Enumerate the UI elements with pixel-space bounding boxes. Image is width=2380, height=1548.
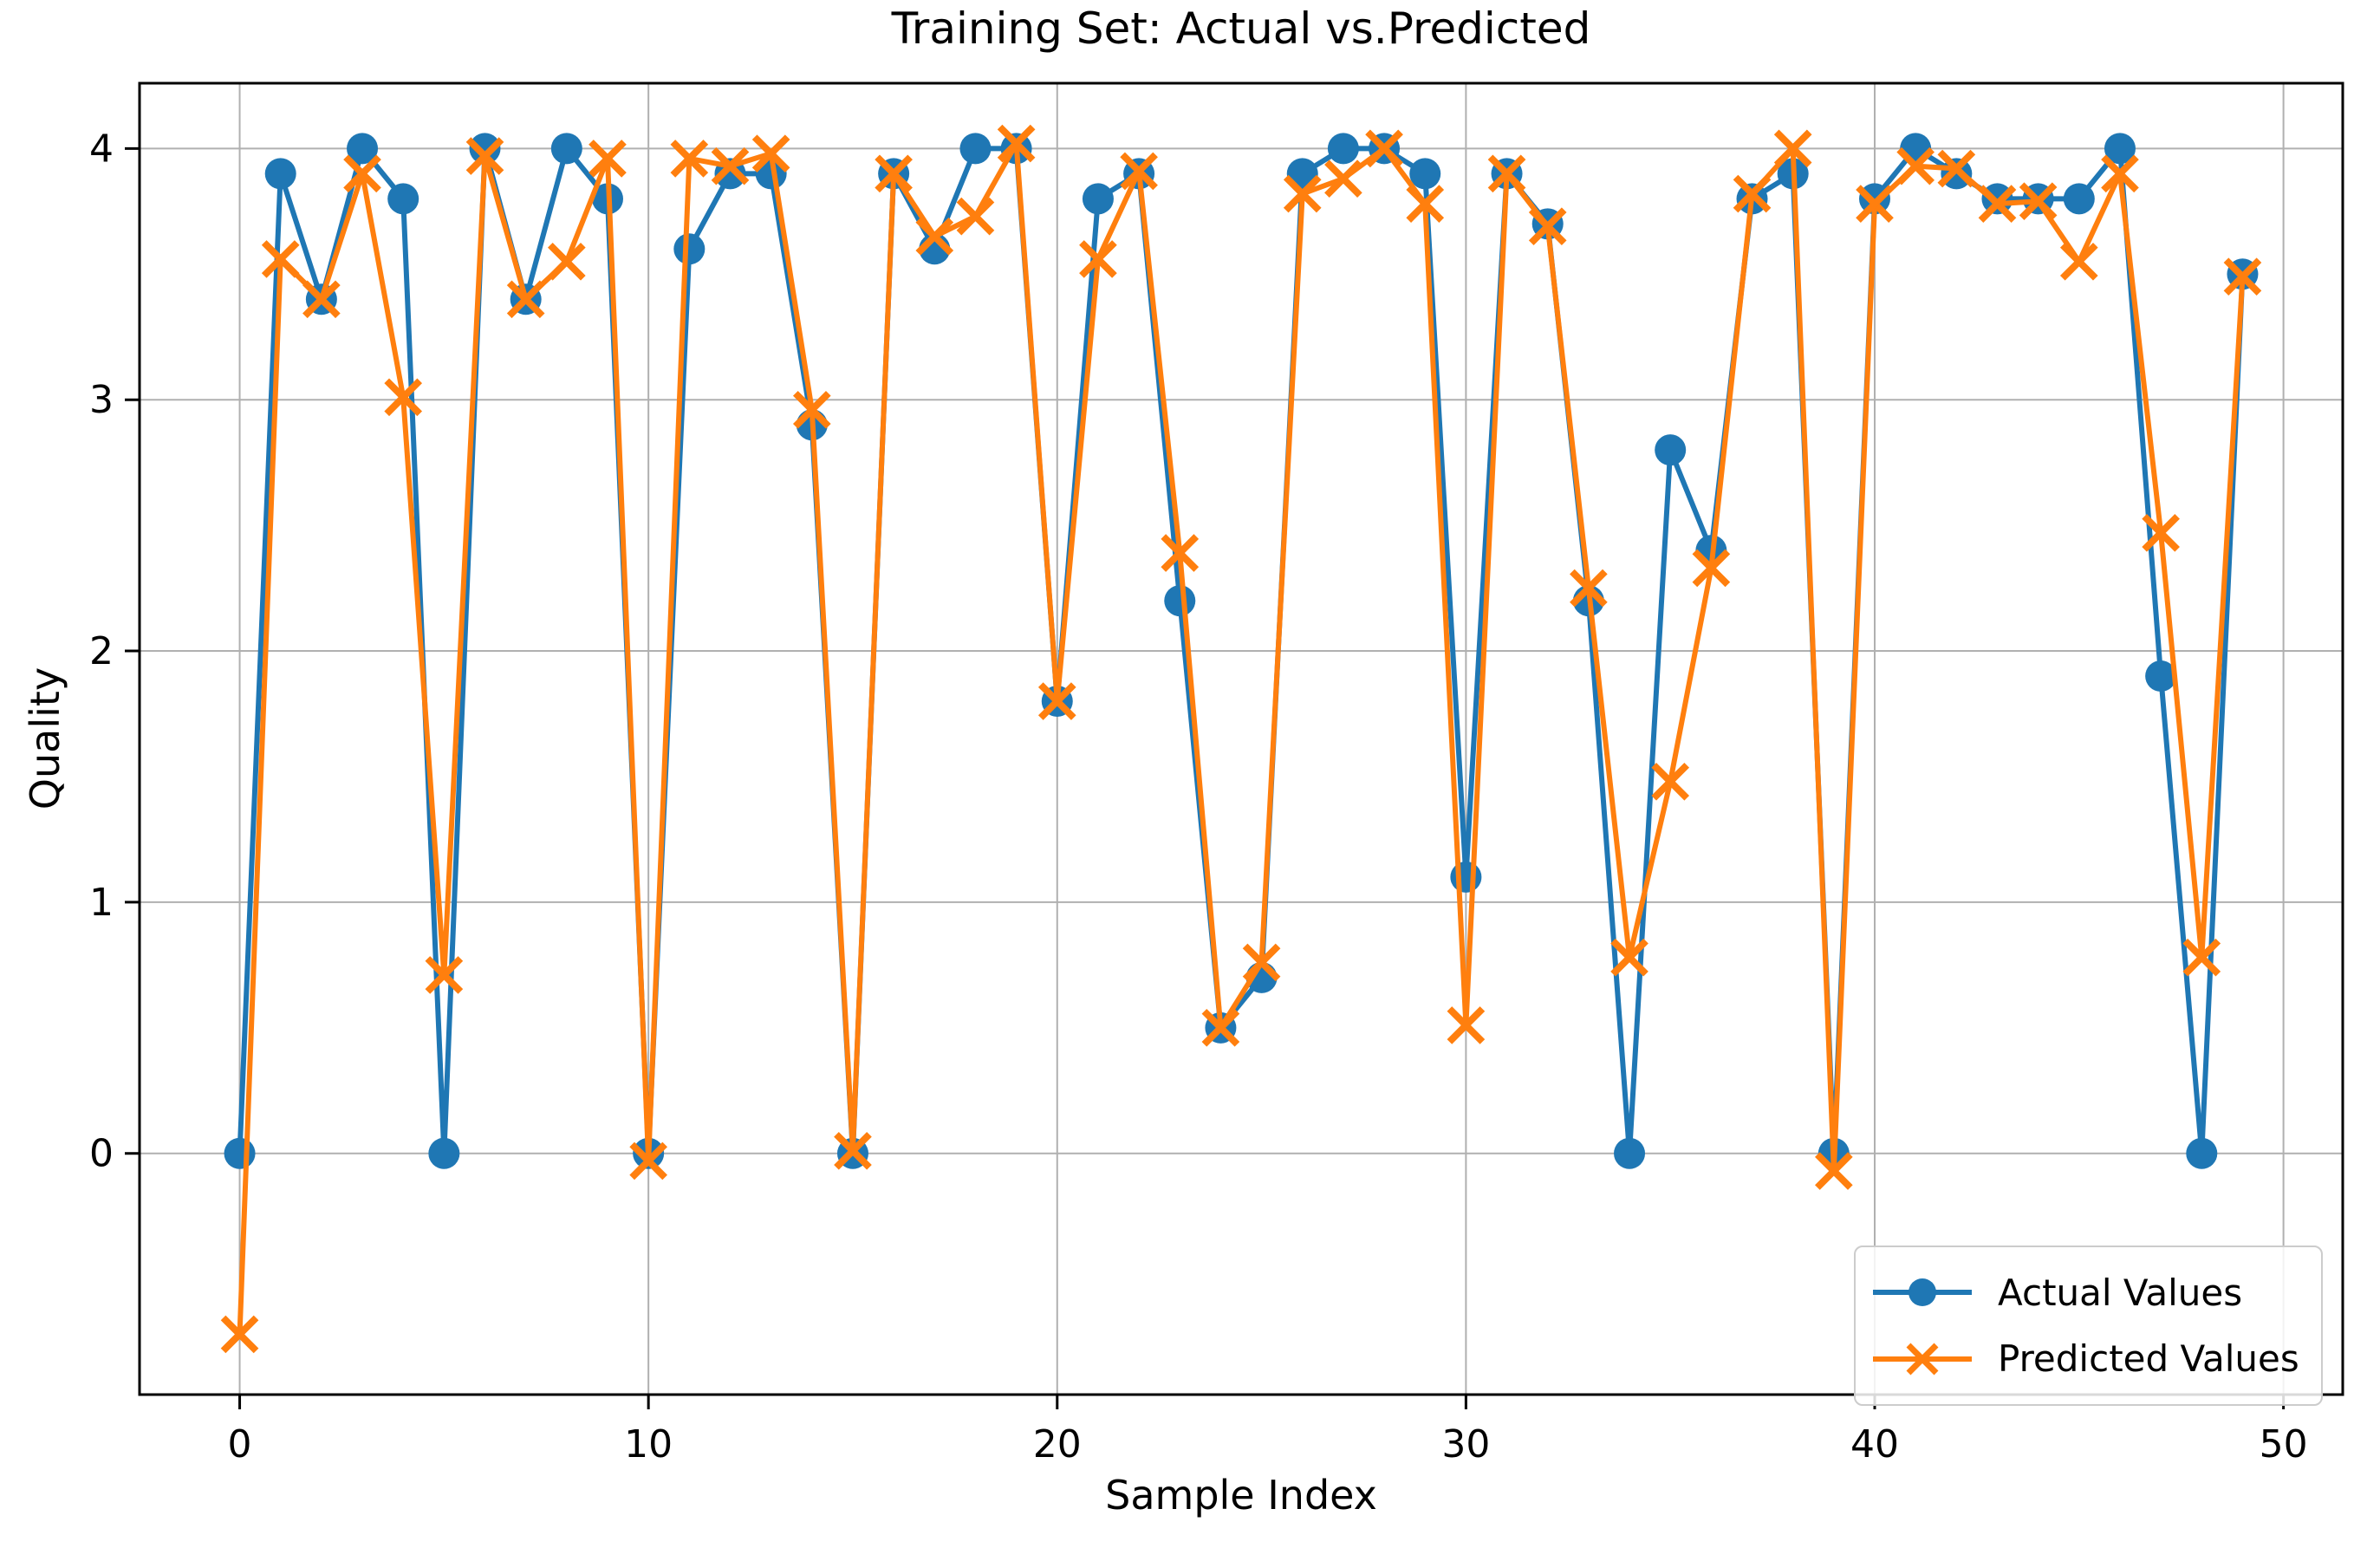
data-point-predicted-27 — [1324, 159, 1362, 198]
x-tick-label-0: 0 — [228, 1422, 252, 1467]
data-point-predicted-41 — [1896, 146, 1935, 185]
data-point-actual-11 — [673, 233, 706, 265]
data-point-predicted-0 — [220, 1315, 259, 1354]
data-point-actual-5 — [428, 1137, 460, 1169]
data-point-actual-6 — [469, 133, 501, 165]
data-point-predicted-35 — [1651, 762, 1690, 801]
data-point-predicted-25 — [1242, 943, 1281, 982]
data-point-predicted-18 — [956, 197, 995, 236]
data-point-actual-1 — [264, 158, 296, 190]
x-tick-label-10: 10 — [624, 1422, 673, 1467]
data-point-actual-34 — [1614, 1137, 1646, 1169]
data-point-actual-8 — [550, 133, 582, 165]
data-point-predicted-14 — [792, 390, 831, 429]
data-point-actual-48 — [2186, 1137, 2218, 1169]
data-point-predicted-45 — [2059, 242, 2098, 281]
chart-title: Training Set: Actual vs.Predicted — [891, 3, 1591, 54]
data-point-actual-3 — [347, 133, 379, 165]
data-point-predicted-22 — [1120, 152, 1158, 191]
data-point-actual-18 — [959, 133, 992, 165]
legend-item-predicted: Predicted Values — [1870, 1337, 2321, 1380]
data-point-predicted-34 — [1610, 938, 1648, 977]
legend-marker-actual-circle-icon — [1873, 1278, 1972, 1307]
y-tick-label-3: 3 — [89, 378, 114, 422]
y-tick-label-4: 4 — [89, 127, 114, 171]
data-point-predicted-16 — [875, 154, 913, 193]
data-point-predicted-28 — [1365, 129, 1403, 168]
data-point-actual-27 — [1327, 133, 1359, 165]
y-axis-label: Quality — [22, 667, 68, 810]
data-point-predicted-44 — [2019, 182, 2058, 221]
legend-marker-predicted-x-icon — [1873, 1343, 1972, 1376]
y-tick-label-2: 2 — [89, 629, 114, 673]
data-point-actual-40 — [1859, 183, 1891, 215]
data-point-predicted-31 — [1487, 154, 1526, 193]
data-point-predicted-26 — [1283, 174, 1322, 213]
data-point-actual-43 — [1981, 183, 2013, 215]
data-point-actual-47 — [2145, 660, 2177, 693]
data-point-actual-21 — [1082, 183, 1114, 215]
legend-item-actual: Actual Values — [1870, 1272, 2321, 1314]
data-point-predicted-7 — [506, 280, 545, 319]
data-point-actual-23 — [1164, 585, 1196, 617]
data-point-predicted-33 — [1570, 569, 1608, 608]
x-tick-label-30: 30 — [1441, 1422, 1490, 1467]
x-axis-label: Sample Index — [1105, 1472, 1377, 1519]
data-point-predicted-24 — [1201, 1008, 1240, 1047]
data-point-actual-35 — [1655, 434, 1687, 466]
x-tick-label-50: 50 — [2260, 1422, 2308, 1467]
data-point-predicted-15 — [834, 1132, 872, 1170]
data-point-predicted-19 — [997, 124, 1036, 163]
data-point-predicted-13 — [751, 134, 790, 172]
y-tick-label-0: 0 — [89, 1132, 114, 1176]
data-point-predicted-21 — [1079, 240, 1117, 278]
data-point-predicted-8 — [548, 242, 586, 281]
data-point-predicted-4 — [384, 378, 423, 417]
axes-frame — [138, 81, 2344, 1396]
data-point-predicted-9 — [588, 140, 627, 178]
data-point-predicted-43 — [1978, 185, 2017, 223]
data-point-predicted-23 — [1161, 534, 1200, 572]
data-point-predicted-42 — [1937, 149, 1976, 188]
data-point-actual-45 — [2063, 183, 2095, 215]
legend: Actual Values Predicted Values — [1854, 1246, 2323, 1406]
data-point-predicted-37 — [1733, 174, 1772, 213]
data-point-actual-29 — [1409, 158, 1441, 190]
data-point-predicted-20 — [1037, 682, 1076, 720]
data-point-actual-46 — [2104, 133, 2136, 165]
data-point-predicted-30 — [1447, 1006, 1486, 1044]
data-point-predicted-17 — [915, 217, 954, 256]
data-point-predicted-46 — [2101, 154, 2139, 193]
data-point-predicted-48 — [2182, 938, 2221, 977]
data-point-actual-0 — [224, 1137, 256, 1169]
series-line-predicted — [237, 140, 2246, 1337]
data-point-predicted-1 — [261, 240, 300, 278]
data-point-predicted-5 — [425, 956, 464, 994]
data-point-predicted-11 — [670, 140, 709, 178]
data-point-predicted-2 — [302, 280, 341, 319]
x-tick-label-40: 40 — [1850, 1422, 1899, 1467]
data-point-predicted-3 — [343, 154, 381, 193]
legend-label-predicted: Predicted Values — [1998, 1337, 2299, 1381]
data-point-actual-4 — [387, 183, 419, 215]
data-point-predicted-38 — [1773, 129, 1812, 168]
y-tick-label-1: 1 — [89, 881, 114, 925]
data-point-predicted-40 — [1856, 185, 1894, 223]
legend-label-actual: Actual Values — [1998, 1271, 2243, 1314]
data-point-predicted-10 — [629, 1141, 667, 1181]
data-point-predicted-47 — [2142, 513, 2180, 552]
x-tick-label-20: 20 — [1033, 1422, 1082, 1467]
data-point-actual-42 — [1941, 158, 1973, 190]
data-point-predicted-36 — [1692, 549, 1731, 588]
data-point-predicted-6 — [465, 137, 504, 175]
data-point-predicted-39 — [1815, 1152, 1853, 1190]
data-point-actual-30 — [1450, 861, 1482, 893]
data-point-predicted-49 — [2223, 257, 2262, 296]
data-point-predicted-29 — [1406, 185, 1445, 223]
data-point-predicted-12 — [711, 146, 750, 185]
data-point-predicted-32 — [1528, 207, 1567, 246]
